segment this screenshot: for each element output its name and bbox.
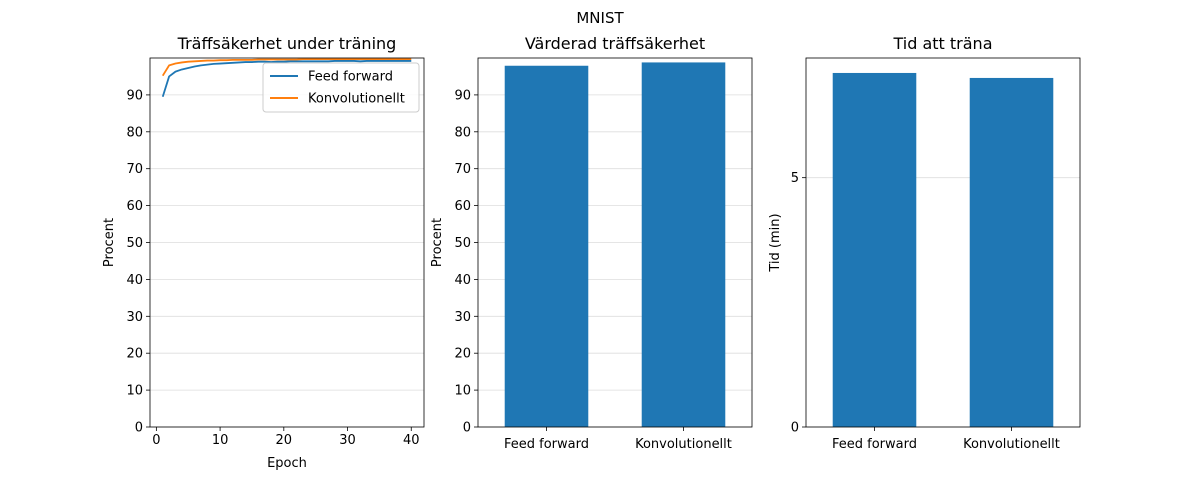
figure-suptitle: MNIST — [576, 9, 624, 27]
y-tick-label: 40 — [126, 273, 143, 288]
y-tick-label: 20 — [454, 347, 471, 362]
y-tick-label: 70 — [454, 162, 471, 177]
y-tick-label: 0 — [135, 421, 143, 436]
panel-evaluated-accuracy: Feed forward Konvolutionellt 0 10 20 30 40 50 60… — [430, 34, 753, 452]
panel-title: Värderad träffsäkerhet — [525, 34, 705, 53]
series-line-1 — [161, 60, 412, 98]
y-axis-label: Tid (min) — [768, 213, 783, 272]
panel-title: Tid att träna — [892, 34, 992, 53]
y-tick-label: 0 — [791, 421, 799, 436]
y-tick-label: 70 — [126, 162, 143, 177]
y-tick-label: 20 — [126, 347, 143, 362]
legend-label: Feed forward — [308, 70, 393, 85]
x-tick-label: 20 — [276, 433, 293, 448]
y-tick-label: 40 — [454, 273, 471, 288]
y-tick-label: 10 — [454, 384, 471, 399]
y-tick-label: 90 — [126, 88, 143, 103]
x-tick-label: Feed forward — [832, 437, 917, 452]
axes-frame — [477, 57, 753, 428]
bar-1 — [832, 72, 917, 427]
legend-box — [262, 62, 420, 113]
series-line-2 — [161, 58, 412, 77]
y-axis-label: Procent — [430, 218, 445, 267]
x-tick-label: Feed forward — [504, 437, 589, 452]
panel-training-accuracy: 0 10 20 30 40 0 10 20 30 40 50 60 70 80 90 Träffsäkerhe… — [102, 34, 425, 471]
y-tick-label: 5 — [791, 171, 799, 186]
x-tick-label: 40 — [403, 433, 420, 448]
x-tick-label: Konvolutionellt — [635, 437, 732, 452]
y-tick-label: 50 — [126, 236, 143, 251]
legend-label: Konvolutionellt — [308, 92, 405, 107]
y-tick-label: 10 — [126, 384, 143, 399]
y-axis-label: Procent — [102, 218, 117, 267]
axes-frame — [805, 57, 1081, 428]
x-tick-label: Konvolutionellt — [963, 437, 1060, 452]
bar-2 — [969, 77, 1054, 427]
y-tick-label: 50 — [454, 236, 471, 251]
y-tick-label: 80 — [454, 125, 471, 140]
y-tick-label: 60 — [454, 199, 471, 214]
y-tick-label: 30 — [454, 310, 471, 325]
y-tick-label: 30 — [126, 310, 143, 325]
axes-frame — [149, 57, 425, 428]
y-tick-label: 90 — [454, 88, 471, 103]
bar-1 — [504, 65, 589, 428]
x-tick-label: 10 — [212, 433, 229, 448]
x-tick-label: 0 — [152, 433, 160, 448]
bar-2 — [641, 62, 726, 427]
x-axis-label: Epoch — [267, 456, 307, 471]
x-tick-label: 30 — [339, 433, 356, 448]
panel-title: Träffsäkerhet under träning — [177, 34, 397, 53]
y-tick-label: 60 — [126, 199, 143, 214]
y-tick-label: 80 — [126, 125, 143, 140]
panel-training-time: Feed forward Konvolutionellt 0 5 Tid att trä… — [768, 34, 1081, 452]
y-tick-label: 0 — [463, 421, 471, 436]
